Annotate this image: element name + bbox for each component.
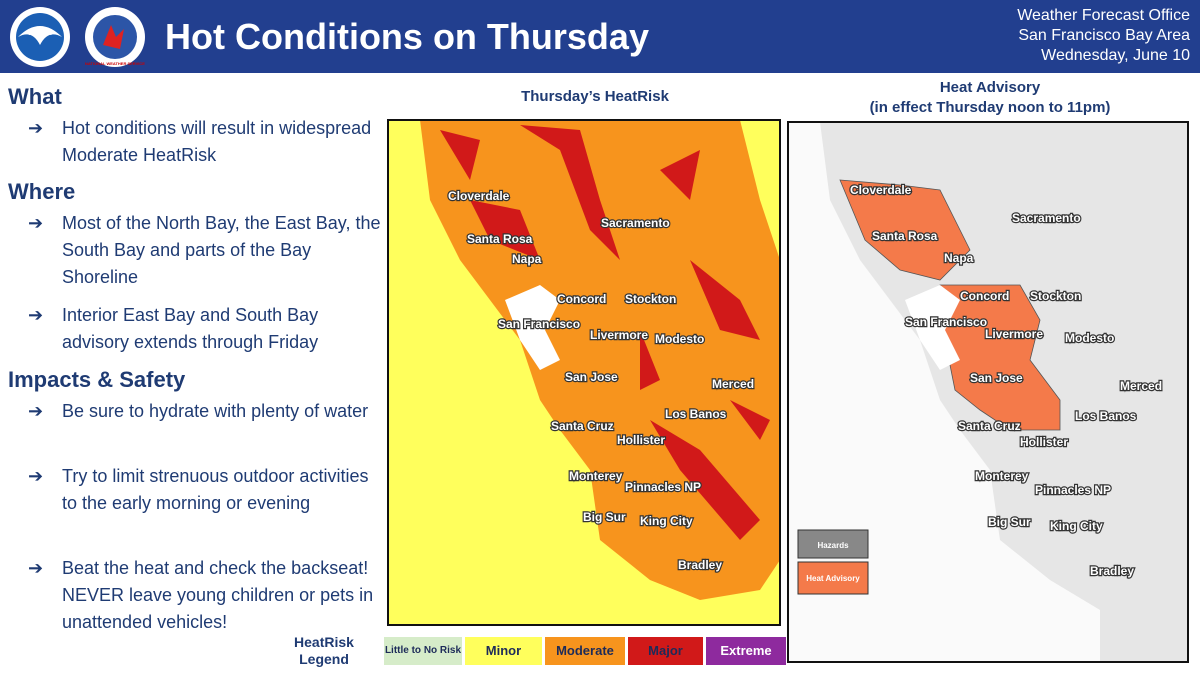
bullet-text: Interior East Bay and South Bay advisory… xyxy=(62,305,319,352)
city-label: San Jose xyxy=(970,371,1023,385)
bullet-text: Hot conditions will result in widespread… xyxy=(62,118,372,165)
bullet: ➔ Try to limit strenuous outdoor activiti… xyxy=(28,463,388,517)
heatrisk-map xyxy=(387,119,781,626)
legend-title: HeatRisk Legend xyxy=(285,634,363,668)
city-label: Los Banos xyxy=(1075,409,1137,423)
legend-item: Moderate xyxy=(545,637,625,665)
city-label: Napa xyxy=(512,252,542,266)
bullet-arrow: ➔ xyxy=(28,118,44,138)
map-title: Thursday’s HeatRisk xyxy=(521,88,669,105)
bullet-text: Most of the North Bay, the East Bay, the… xyxy=(62,213,381,287)
city-label: Livermore xyxy=(985,327,1043,341)
city-label: Pinnacles NP xyxy=(625,480,701,494)
legend-item: Extreme xyxy=(706,637,786,665)
city-label: Modesto xyxy=(1065,331,1114,345)
city-label: Hollister xyxy=(617,433,665,447)
city-label: King City xyxy=(640,514,693,528)
bullet-text: Beat the heat and check the backseat! NE… xyxy=(62,558,374,632)
city-label: Cloverdale xyxy=(448,189,510,203)
bullet-arrow: ➔ xyxy=(28,558,44,578)
office-line: Wednesday, June 10 xyxy=(1041,47,1190,64)
bullet: ➔ Hot conditions will result in widesprea… xyxy=(28,115,388,169)
legend-item: Major xyxy=(628,637,703,665)
bullet-arrow: ➔ xyxy=(28,213,44,233)
city-label: Concord xyxy=(557,292,606,306)
city-label: Monterey xyxy=(975,469,1029,483)
city-label: San Francisco xyxy=(905,315,987,329)
city-label: Modesto xyxy=(655,332,704,346)
bullet: ➔ Most of the North Bay, the East Bay, th… xyxy=(28,210,388,291)
office-line: San Francisco Bay Area xyxy=(1018,27,1190,44)
title: Hot Conditions on Thursday xyxy=(165,16,649,57)
city-label: Pinnacles NP xyxy=(1035,483,1111,497)
section-heading: Impacts & Safety xyxy=(8,367,186,392)
city-label: Hollister xyxy=(1020,435,1068,449)
office-line: Weather Forecast Office xyxy=(1017,7,1190,24)
map-title: Heat Advisory (in effect Thursday noon t… xyxy=(790,78,1190,118)
legend-title-line: HeatRisk xyxy=(294,634,354,650)
bullet: ➔ Be sure to hydrate with plenty of water xyxy=(28,398,388,425)
city-label: San Jose xyxy=(565,370,618,384)
advisory-map: Hazards Heat Advisory xyxy=(787,121,1189,663)
header: NOAA NATIONAL WEATHER SERVICE Hot Condit… xyxy=(0,0,1200,73)
section-heading: What xyxy=(8,84,62,109)
noaa-text: NOAA xyxy=(28,28,52,37)
city-label: Stockton xyxy=(1030,289,1081,303)
city-label: San Francisco xyxy=(498,317,580,331)
logos: NOAA NATIONAL WEATHER SERVICE xyxy=(10,7,145,67)
city-label: Big Sur xyxy=(988,515,1031,529)
legend-title-line: Legend xyxy=(299,651,349,667)
legend-item: Minor xyxy=(465,637,542,665)
city-label: Bradley xyxy=(678,558,722,572)
city-label: Stockton xyxy=(625,292,676,306)
city-label: Bradley xyxy=(1090,564,1134,578)
city-label: Livermore xyxy=(590,328,648,342)
bullet-arrow: ➔ xyxy=(28,305,44,325)
map-title-line: (in effect Thursday noon to 11pm) xyxy=(869,99,1111,116)
section-heading: Where xyxy=(8,179,76,204)
hazard-legend-header: Hazards xyxy=(817,541,849,550)
city-label: Santa Rosa xyxy=(467,232,533,246)
map-title-line: Heat Advisory xyxy=(939,79,1041,96)
nws-text: NATIONAL WEATHER SERVICE xyxy=(85,61,145,66)
city-label: Santa Rosa xyxy=(872,229,938,243)
office: Weather Forecast Office San Francisco Ba… xyxy=(1017,6,1190,66)
city-label: Merced xyxy=(712,377,754,391)
city-label: Monterey xyxy=(569,469,623,483)
bullet-text: Be sure to hydrate with plenty of water xyxy=(62,401,369,421)
city-label: Concord xyxy=(960,289,1009,303)
city-label: Santa Cruz xyxy=(551,419,614,433)
bullet-text: Try to limit strenuous outdoor activitie… xyxy=(62,466,369,513)
city-label: Cloverdale xyxy=(850,183,912,197)
city-label: Los Banos xyxy=(665,407,727,421)
city-label: Santa Cruz xyxy=(958,419,1021,433)
city-label: Merced xyxy=(1120,379,1162,393)
city-label: Big Sur xyxy=(583,510,626,524)
hazard-legend-item: Heat Advisory xyxy=(806,574,860,583)
city-label: Sacramento xyxy=(601,216,670,230)
bullet-arrow: ➔ xyxy=(28,466,44,486)
city-label: Napa xyxy=(944,251,974,265)
bullet-arrow: ➔ xyxy=(28,401,44,421)
bullet: ➔ Interior East Bay and South Bay advisor… xyxy=(28,302,388,356)
city-label: King City xyxy=(1050,519,1103,533)
bullet: ➔ Beat the heat and check the backseat! N… xyxy=(28,555,388,636)
legend-item: Little to No Risk xyxy=(384,637,462,665)
city-label: Sacramento xyxy=(1012,211,1081,225)
